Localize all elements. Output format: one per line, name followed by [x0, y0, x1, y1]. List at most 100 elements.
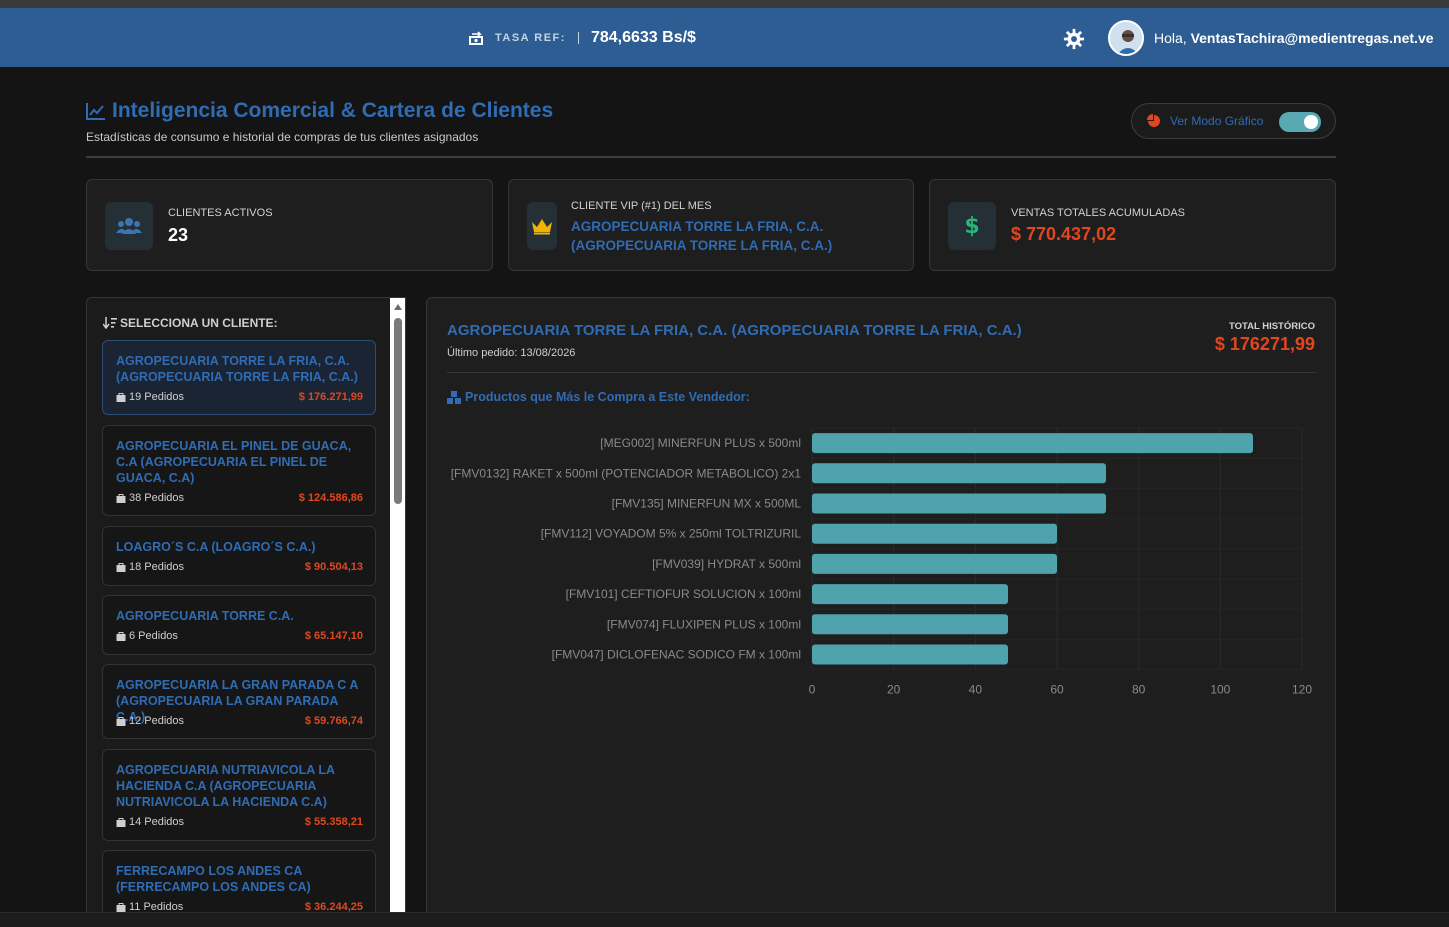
client-amount: $ 90.504,13: [304, 561, 363, 573]
client-card[interactable]: AGROPECUARIA TORRE C.A. 6 Pedidos $ 65.1…: [102, 595, 376, 655]
x-tick-label: 100: [1210, 683, 1230, 697]
client-card[interactable]: AGROPECUARIA NUTRIAVICOLA LA HACIENDA C.…: [102, 749, 376, 841]
client-orders: 6 Pedidos: [116, 630, 178, 642]
kpi-total-sales: $ VENTAS TOTALES ACUMULADAS $ 770.437,02: [929, 179, 1336, 271]
kpi-icon-box: [527, 202, 557, 250]
client-card[interactable]: AGROPECUARIA TORRE LA FRIA, C.A. (AGROPE…: [102, 340, 376, 415]
sidebar-title: SELECCIONA UN CLIENTE:: [103, 316, 278, 330]
y-tick-label: [FMV039] HYDRAT x 500ml: [652, 557, 801, 571]
page-heading: Inteligencia Comercial & Cartera de Clie…: [112, 99, 554, 122]
rate-value: 784,6633 Bs/$: [590, 29, 696, 46]
scrollbar-thumb[interactable]: [394, 318, 402, 504]
users-icon: [116, 218, 142, 234]
money-exchange-icon: [469, 31, 483, 45]
bag-icon: [116, 717, 126, 726]
chart-bar: [812, 584, 1008, 605]
kpi-label: CLIENTES ACTIVOS: [168, 207, 273, 219]
client-amount: $ 124.586,86: [298, 492, 363, 504]
client-name: LOAGRO´S C.A (LOAGRO´S C.A.): [116, 540, 316, 554]
user-menu[interactable]: Hola, VentasTachira@medientregas.net.ve: [1108, 19, 1434, 57]
client-name: AGROPECUARIA EL PINEL DE GUACA, C.A (AGR…: [116, 439, 352, 485]
client-orders: 18 Pedidos: [116, 561, 184, 573]
toggle-label: Ver Modo Gráfico: [1170, 114, 1264, 128]
bag-icon: [116, 393, 126, 402]
bag-icon: [116, 563, 126, 572]
detail-client-name: AGROPECUARIA TORRE LA FRIA, C.A. (AGROPE…: [447, 322, 1022, 339]
kpi-vip-client: CLIENTE VIP (#1) DEL MES AGROPECUARIA TO…: [508, 179, 914, 271]
total-historic-label: TOTAL HISTÓRICO: [1228, 321, 1315, 332]
toggle-switch[interactable]: [1279, 112, 1321, 132]
kpi-label: VENTAS TOTALES ACUMULADAS: [1011, 207, 1186, 219]
dollar-icon: $: [964, 213, 980, 239]
user-avatar-icon: [1110, 22, 1142, 54]
kpi-icon-box: [105, 202, 153, 250]
bag-icon: [116, 903, 126, 912]
chart-bar: [812, 493, 1106, 514]
header-divider: [86, 156, 1336, 158]
gear-icon[interactable]: [1063, 28, 1085, 50]
rate-label: TASA REF:: [495, 32, 566, 44]
y-tick-label: [FMV112] VOYADOM 5% x 250ml TOLTRIZURIL: [541, 527, 802, 541]
kpi-active-clients: CLIENTES ACTIVOS 23: [86, 179, 493, 271]
window-bottom-strip: [0, 912, 1449, 927]
bag-icon: [116, 494, 126, 503]
kpi-value: $ 770.437,02: [1011, 224, 1117, 244]
client-orders: 38 Pedidos: [116, 492, 184, 504]
client-orders: 11 Pedidos: [116, 901, 183, 913]
client-amount: $ 176.271,99: [298, 391, 363, 403]
y-tick-label: [FMV101] CEFTIOFUR SOLUCION x 100ml: [566, 587, 801, 601]
scroll-up-arrow[interactable]: [394, 304, 402, 310]
crown-icon: [532, 219, 552, 235]
user-email: VentasTachira@medientregas.net.ve: [1190, 30, 1434, 46]
kpi-icon-box: $: [948, 202, 996, 250]
x-tick-label: 60: [1050, 683, 1064, 697]
avatar[interactable]: [1108, 20, 1144, 56]
client-card[interactable]: LOAGRO´S C.A (LOAGRO´S C.A.) 18 Pedidos …: [102, 526, 376, 586]
vip-name-line1: AGROPECUARIA TORRE LA FRIA, C.A.: [571, 219, 824, 234]
x-tick-label: 120: [1292, 683, 1312, 697]
client-amount: $ 55.358,21: [304, 816, 363, 828]
chart-bar: [812, 614, 1008, 635]
client-orders: 14 Pedidos: [116, 816, 184, 828]
graphic-mode-toggle[interactable]: Ver Modo Gráfico: [1131, 103, 1336, 139]
vip-name-line2: (AGROPECUARIA TORRE LA FRIA, C.A.): [571, 238, 833, 253]
bag-icon: [116, 632, 126, 641]
client-name: AGROPECUARIA TORRE C.A.: [116, 609, 294, 623]
boxes-icon: [447, 390, 461, 404]
x-tick-label: 20: [887, 683, 901, 697]
kpi-vip-name: AGROPECUARIA TORRE LA FRIA, C.A. (AGROPE…: [571, 217, 832, 255]
client-amount: $ 36.244,25: [304, 901, 363, 913]
toggle-knob: [1304, 115, 1318, 129]
products-title: Productos que Más le Compra a Este Vende…: [447, 390, 750, 404]
client-card[interactable]: AGROPECUARIA LA GRAN PARADA C A (AGROPEC…: [102, 664, 376, 739]
y-tick-label: [MEG002] MINERFUN PLUS x 500ml: [600, 436, 801, 450]
detail-divider: [447, 372, 1316, 373]
sort-icon: [103, 317, 117, 329]
client-sidebar: SELECCIONA UN CLIENTE: AGROPECUARIA TORR…: [86, 297, 406, 917]
y-tick-label: [FMV135] MINERFUN MX x 500ML: [612, 497, 802, 511]
client-orders: 19 Pedidos: [116, 391, 184, 403]
total-historic-value: $ 176271,99: [1214, 334, 1315, 354]
top-navbar: TASA REF: 784,6633 Bs/$ Hola, VentasT: [0, 8, 1449, 67]
sidebar-scrollbar[interactable]: [390, 298, 405, 916]
client-card[interactable]: FERRECAMPO LOS ANDES CA (FERRECAMPO LOS …: [102, 850, 376, 916]
chart-bar: [812, 553, 1057, 574]
pie-chart-icon: [1147, 114, 1160, 127]
window-top-strip: [0, 0, 1449, 8]
last-order-date: Último pedido: 13/08/2026: [447, 347, 576, 359]
page-title: Inteligencia Comercial & Cartera de Clie…: [86, 99, 553, 123]
client-amount: $ 59.766,74: [304, 715, 363, 727]
exchange-rate: TASA REF: 784,6633 Bs/$: [467, 28, 696, 48]
y-tick-label: [FMV0132] RAKET x 500ml (POTENCIADOR MET…: [451, 466, 802, 480]
chart-line-icon: [86, 103, 105, 120]
client-card[interactable]: AGROPECUARIA EL PINEL DE GUACA, C.A (AGR…: [102, 425, 376, 516]
client-amount: $ 65.147,10: [304, 630, 363, 642]
client-orders: 12 Pedidos: [116, 715, 184, 727]
chart-bar: [812, 433, 1253, 454]
client-name: AGROPECUARIA LA GRAN PARADA C A (AGROPEC…: [116, 678, 358, 724]
x-tick-label: 40: [969, 683, 983, 697]
x-tick-label: 80: [1132, 683, 1146, 697]
greeting: Hola, VentasTachira@medientregas.net.ve: [1154, 30, 1434, 46]
y-tick-label: [FMV047] DICLOFENAC SODICO FM x 100ml: [552, 648, 801, 662]
chart-bar: [812, 463, 1106, 484]
